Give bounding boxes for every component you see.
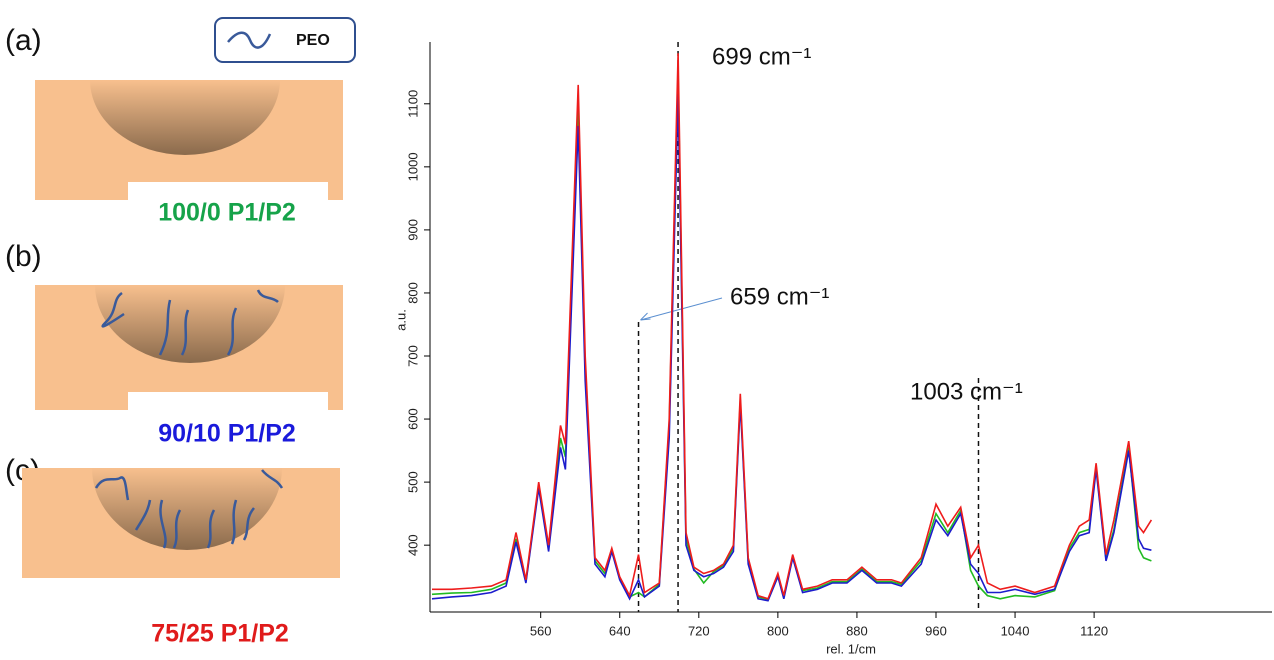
y-tick-label: 1100: [405, 90, 420, 118]
legend-label: PEO: [296, 32, 330, 49]
series-line: [431, 94, 1152, 602]
panel-tag: (b): [5, 240, 42, 273]
arrow-head: [640, 312, 651, 321]
peo-chains: [94, 469, 284, 549]
x-tick-label: 560: [530, 623, 552, 638]
panel-label: 90/10 P1/P2: [158, 420, 296, 448]
y-tick-label: 800: [405, 282, 420, 304]
y-tick-label: 400: [405, 534, 420, 556]
bowl: [95, 285, 285, 363]
x-axis-label: rel. 1/cm: [826, 641, 876, 656]
series-line: [431, 72, 1152, 601]
legend-swatch: [227, 31, 272, 49]
y-axis-label: a.u.: [393, 309, 408, 331]
gap: [120, 578, 320, 600]
y-tick-label: 700: [405, 345, 420, 367]
series-line: [432, 53, 1153, 600]
y-tick-label: 500: [405, 471, 420, 493]
gap: [128, 182, 328, 202]
x-tick-label: 800: [767, 623, 789, 638]
y-tick-label: 600: [405, 408, 420, 430]
chart: 560 640 720 800 880 960 1040 1120 400 500 600 700 80…: [393, 42, 1272, 656]
x-tick-label: 1040: [1001, 623, 1030, 638]
x-tick-label: 880: [846, 623, 868, 638]
x-tick-label: 1120: [1080, 623, 1108, 638]
annotation: 699 cm⁻¹: [712, 43, 811, 70]
x-tick-label: 640: [609, 623, 631, 638]
y-tick-label: 1000: [405, 152, 420, 181]
peo-chains: [101, 289, 279, 356]
x-tick-label: 720: [688, 623, 710, 638]
bowl: [90, 80, 280, 155]
gap: [128, 392, 328, 412]
panel-label: 75/25 P1/P2: [151, 620, 289, 648]
x-tick-label: 960: [925, 623, 947, 638]
y-tick-label: 900: [405, 219, 420, 241]
annotation: 1003 cm⁻¹: [910, 378, 1023, 405]
legend-box: [214, 17, 356, 63]
annotation: 659 cm⁻¹: [730, 283, 829, 310]
panel-tag: (a): [5, 24, 42, 57]
panel-label: 100/0 P1/P2: [158, 199, 296, 227]
